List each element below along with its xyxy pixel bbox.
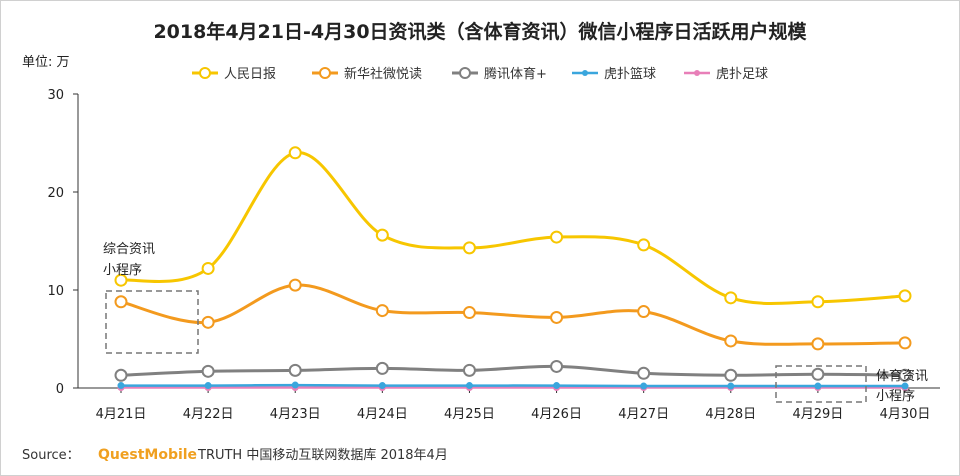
data-point xyxy=(550,230,564,244)
y-tick-label: 10 xyxy=(47,284,64,299)
data-point xyxy=(375,304,389,318)
data-point xyxy=(201,315,215,329)
legend-swatch-marker xyxy=(199,67,211,79)
source-line: Source： QuestMobile TRUTH 中国移动互联网数据库 201… xyxy=(22,447,448,463)
legend-swatch-marker xyxy=(319,67,331,79)
data-point xyxy=(462,306,476,320)
legend-item: 虎扑篮球 xyxy=(572,67,656,82)
data-point xyxy=(291,381,299,389)
annotation-box xyxy=(105,290,199,354)
series-line xyxy=(120,283,906,346)
data-point xyxy=(898,289,912,303)
data-point xyxy=(727,382,735,390)
annotation-box xyxy=(775,365,867,403)
data-point xyxy=(375,228,389,242)
data-point xyxy=(640,382,648,390)
data-point xyxy=(462,241,476,255)
data-point xyxy=(201,261,215,275)
legend: 人民日报 新华社微悦读 腾讯体育+ 虎扑篮球 虎扑足球 xyxy=(192,66,768,82)
x-tick-label: 4月30日 xyxy=(880,407,931,422)
data-point xyxy=(550,359,564,373)
source-label: Source： xyxy=(22,448,80,463)
data-point xyxy=(201,364,215,378)
data-point xyxy=(814,382,822,390)
x-tick-label: 4月26日 xyxy=(531,407,582,422)
data-point xyxy=(901,382,909,390)
series-3 xyxy=(114,359,912,382)
annotation-label: 综合资讯 xyxy=(103,242,155,257)
legend-item: 腾讯体育+ xyxy=(452,66,547,82)
data-point xyxy=(114,273,128,287)
series-line xyxy=(120,364,906,377)
series-4 xyxy=(117,381,909,390)
annotation-label: 体育资讯 xyxy=(876,368,928,384)
y-tick-label: 20 xyxy=(47,186,64,201)
data-point xyxy=(898,368,912,382)
data-point xyxy=(898,336,912,350)
legend-label: 腾讯体育+ xyxy=(484,66,547,82)
legend-label: 人民日报 xyxy=(224,67,276,82)
legend-item: 人民日报 xyxy=(192,67,276,82)
y-tick-label: 0 xyxy=(56,382,64,397)
legend-label: 新华社微悦读 xyxy=(344,66,422,82)
data-point xyxy=(288,146,302,160)
annotation-label: 小程序 xyxy=(103,263,142,278)
series-1 xyxy=(114,146,912,309)
legend-label: 虎扑足球 xyxy=(716,67,768,82)
axes: 0 10 20 30 4月21日 4月22日 4月23日 4月24日 4月25日 4月26日 4月2… xyxy=(47,88,940,422)
series-line xyxy=(121,383,905,388)
data-point xyxy=(553,382,561,390)
x-tick-label: 4月25日 xyxy=(444,407,495,422)
data-point xyxy=(637,238,651,252)
data-point xyxy=(378,382,386,390)
data-point xyxy=(724,291,738,305)
x-tick-label: 4月21日 xyxy=(96,407,147,422)
data-point xyxy=(114,295,128,309)
legend-swatch-marker xyxy=(582,70,588,76)
data-point xyxy=(465,382,473,390)
data-point xyxy=(637,305,651,319)
series-group xyxy=(114,146,912,392)
data-point xyxy=(724,334,738,348)
chart-title: 2018年4月21日-4月30日资讯类（含体育资讯）微信小程序日活跃用户规模 xyxy=(153,20,807,43)
y-tick-label: 30 xyxy=(47,88,64,103)
data-point xyxy=(637,366,651,380)
data-point xyxy=(117,382,125,390)
legend-label: 虎扑篮球 xyxy=(604,67,656,82)
legend-item: 新华社微悦读 xyxy=(312,66,422,82)
x-tick-label: 4月24日 xyxy=(357,407,408,422)
x-tick-label: 4月29日 xyxy=(792,407,843,422)
annotation-label: 小程序 xyxy=(876,389,915,404)
data-point xyxy=(114,368,128,382)
legend-item: 虎扑足球 xyxy=(684,67,768,82)
data-point xyxy=(550,310,564,324)
source-detail: TRUTH 中国移动互联网数据库 2018年4月 xyxy=(197,447,448,463)
data-point xyxy=(288,278,302,292)
data-point xyxy=(724,368,738,382)
x-tick-label: 4月27日 xyxy=(618,407,669,422)
legend-swatch-marker xyxy=(459,67,471,79)
series-line xyxy=(120,151,906,305)
data-point xyxy=(811,337,825,351)
data-point xyxy=(375,361,389,375)
data-point xyxy=(288,363,302,377)
series-2 xyxy=(114,278,912,351)
data-point xyxy=(204,382,212,390)
legend-swatch-marker xyxy=(694,70,700,76)
data-point xyxy=(811,295,825,309)
data-point xyxy=(811,367,825,381)
y-axis-unit-label: 单位: 万 xyxy=(22,55,70,70)
data-point xyxy=(462,363,476,377)
x-tick-label: 4月28日 xyxy=(705,407,756,422)
source-brand: QuestMobile xyxy=(98,447,197,463)
x-tick-label: 4月23日 xyxy=(270,407,321,422)
x-tick-label: 4月22日 xyxy=(183,407,234,422)
